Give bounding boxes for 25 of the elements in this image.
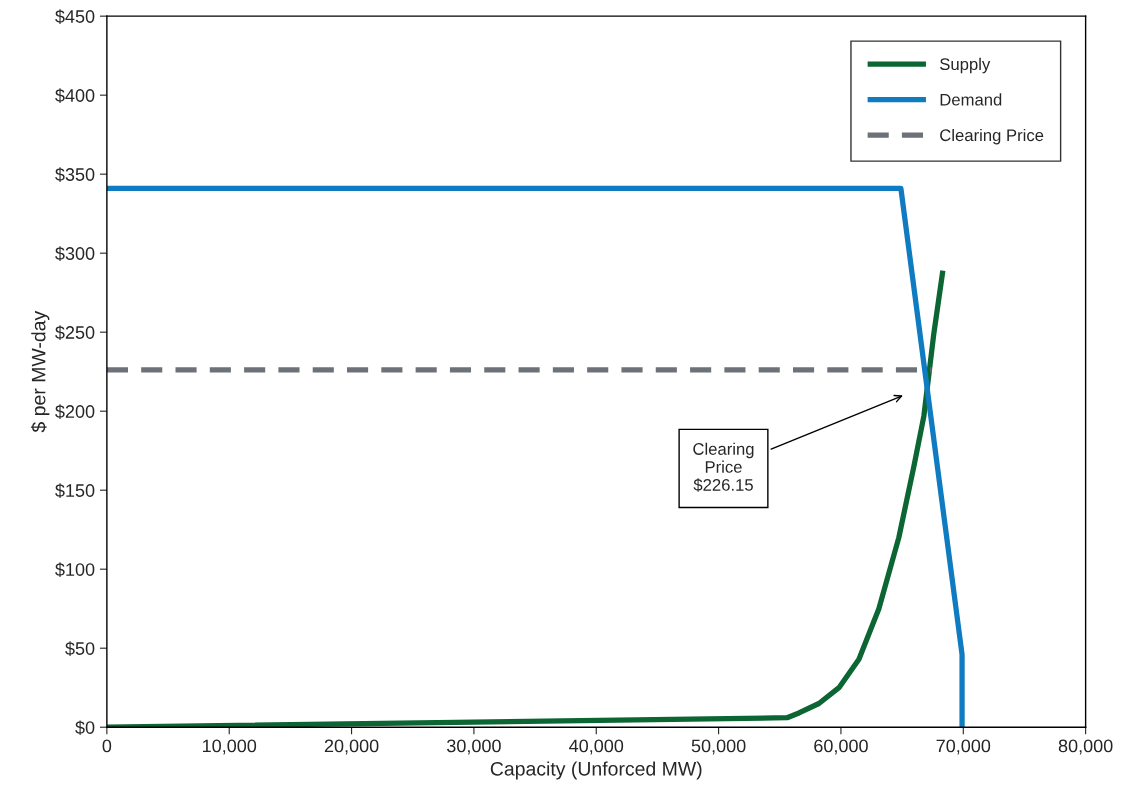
y-axis-title: $ per MW-day [30,310,50,433]
x-tick-label: 30,000 [446,739,501,755]
x-tick-label: 0 [102,739,112,753]
y-tick-label: $400 [55,88,95,103]
x-tick-label: 80,000 [1058,739,1113,755]
x-tick-label: 60,000 [814,739,868,755]
x-tick-label: 10,000 [202,739,257,755]
x-tick-label: 40,000 [569,739,624,755]
legend-label: Demand [940,93,1002,106]
y-tick-label: $450 [55,9,95,24]
y-tick-label: $300 [55,246,95,261]
legend-label: Clearing Price [940,128,1044,145]
x-axis-title: Capacity (Unforced MW) [490,761,702,780]
y-tick-label: $150 [55,483,95,498]
y-tick-label: $50 [65,641,95,656]
y-tick-label: $0 [75,720,95,735]
y-tick-label: $350 [55,167,95,182]
x-tick-label: 70,000 [936,739,991,755]
y-tick-label: $250 [55,325,95,340]
y-tick-label: $100 [55,562,95,577]
x-tick-label: 50,000 [691,739,746,755]
annotation: Clearing Price $226.15 [693,442,754,492]
x-tick-label: 20,000 [324,739,379,755]
y-tick-label: $200 [55,404,95,419]
legend-label: Supply [940,57,991,74]
